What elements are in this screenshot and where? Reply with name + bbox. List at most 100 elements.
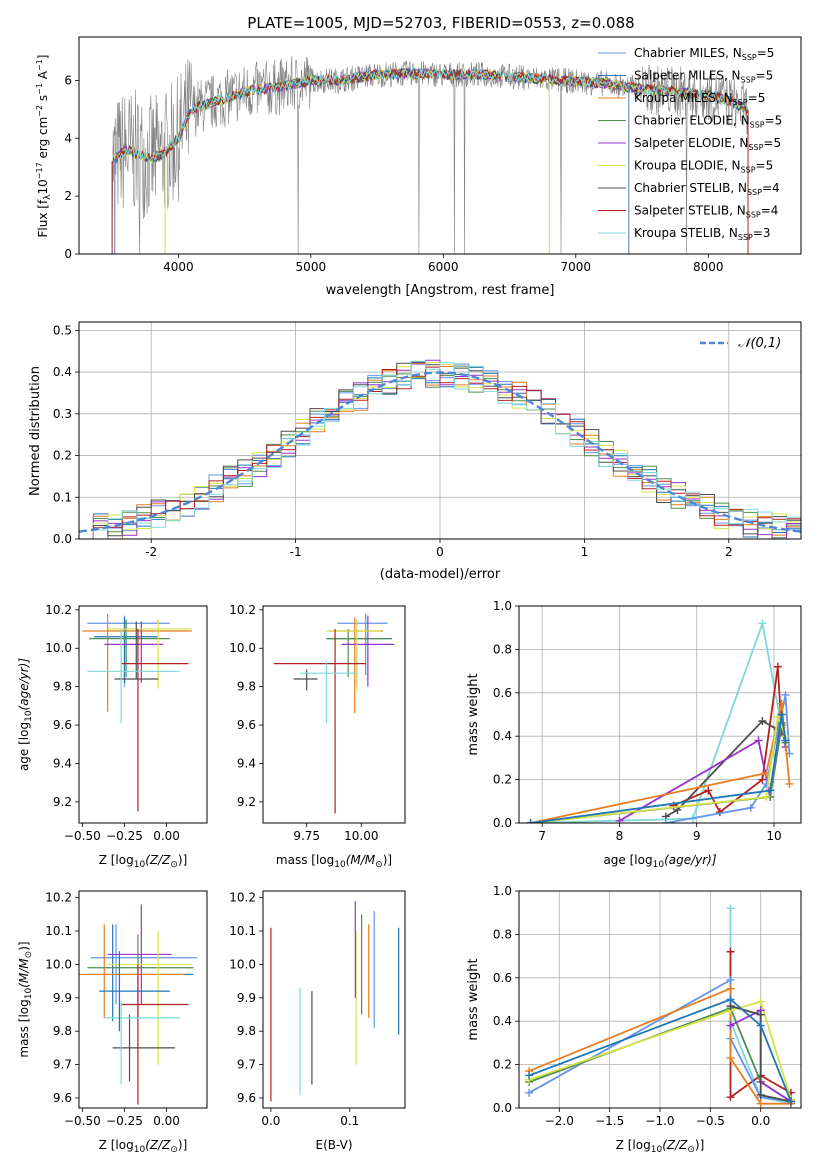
panel-spectrum: 4000 5000 6000 7000 8000 0 2 4 6 Chabrier MILES, … bbox=[35, 36, 802, 298]
weight-point-marker bbox=[726, 975, 735, 984]
y-tick-label: 10.1 bbox=[45, 924, 72, 938]
x-tick-label: −1.5 bbox=[595, 1114, 624, 1128]
x-label-end: )] bbox=[178, 1138, 187, 1152]
y-label-main: mass [log bbox=[17, 999, 31, 1057]
legend-sub: SSP bbox=[747, 188, 762, 197]
y-tick-label: 9.8 bbox=[237, 680, 256, 694]
y-tick-label: 9.6 bbox=[53, 718, 72, 732]
y-tick-label: 10.2 bbox=[45, 603, 72, 617]
weight-point-marker bbox=[726, 995, 735, 1004]
x-axis-label: wavelength [Angstrom, rest frame] bbox=[326, 283, 555, 298]
x-tick-label: -1 bbox=[290, 545, 302, 559]
weight-point-marker bbox=[661, 819, 670, 823]
legend-sub: SSP bbox=[750, 121, 765, 130]
panel-mass_vs_Z: −0.50 −0.25 0.00 9.6 9.7 9.8 9.9 10.0 10.1 10.2 Z … bbox=[17, 890, 208, 1155]
panel-age_vs_mass: 9.75 10.00 9.2 9.4 9.6 9.8 10.0 10.2 mass [log10… bbox=[229, 603, 406, 870]
plot-area bbox=[526, 619, 794, 823]
panel-mass_vs_ebv: 0.0 0.1 9.6 9.7 9.8 9.9 10.0 10.1 10.2 E(B-V) bbox=[229, 890, 406, 1152]
axes-frame bbox=[262, 890, 406, 1109]
legend-label: Salpeter ELODIE, N bbox=[634, 136, 748, 150]
x-label-sub: 10 bbox=[334, 860, 346, 870]
x-tick-label: 9.75 bbox=[293, 829, 320, 843]
ticks: −0.50 −0.25 0.00 9.6 9.7 9.8 9.9 10.0 10.1 10.2 bbox=[45, 891, 180, 1128]
weight-point-marker bbox=[704, 786, 713, 795]
gaussian-curve bbox=[79, 371, 801, 533]
y-tick-label: 0.6 bbox=[493, 686, 512, 700]
axes-frame bbox=[78, 321, 802, 540]
weight-point-marker bbox=[526, 819, 535, 823]
y-label-exp: −2 bbox=[35, 105, 44, 117]
axes-frame bbox=[78, 890, 208, 1109]
x-tick-label: 10 bbox=[766, 829, 781, 843]
y-tick-label: 0.8 bbox=[493, 927, 512, 941]
y-label-end: )] bbox=[17, 941, 31, 950]
legend-label: Salpeter MILES, N bbox=[634, 69, 741, 83]
y-label-exp: −1 bbox=[35, 83, 44, 95]
x-tick-label: −0.25 bbox=[106, 829, 143, 843]
legend-label: Kroupa MILES, N bbox=[634, 91, 733, 105]
x-tick-label: 7000 bbox=[561, 260, 592, 274]
histogram-step bbox=[79, 366, 801, 539]
y-tick-label: 9.6 bbox=[237, 1091, 256, 1105]
y-tick-label: 0.5 bbox=[53, 323, 72, 337]
y-label-end: ] bbox=[36, 55, 50, 60]
legend-n: =3 bbox=[753, 226, 771, 240]
weight-point-marker bbox=[756, 1021, 765, 1030]
legend-label: Chabrier MILES, N bbox=[634, 46, 742, 60]
legend-sub: SSP bbox=[748, 143, 763, 152]
x-tick-label: −0.5 bbox=[696, 1114, 725, 1128]
x-tick-label: −0.50 bbox=[64, 1114, 101, 1128]
y-tick-label: 6 bbox=[64, 73, 72, 87]
weight-series-line bbox=[530, 714, 787, 823]
y-tick-label: 10.2 bbox=[229, 603, 256, 617]
weight-point-marker bbox=[777, 710, 786, 719]
y-tick-label: 0.4 bbox=[493, 1014, 512, 1028]
x-tick-label: 9 bbox=[693, 829, 701, 843]
x-label-main: mass [log bbox=[276, 853, 334, 867]
weight-point-marker bbox=[615, 816, 624, 823]
weight-series-line bbox=[730, 1005, 792, 1103]
x-label-main: Z [log bbox=[99, 1138, 134, 1152]
y-tick-label: 0.0 bbox=[53, 532, 72, 546]
x-axis-label: Z [log10(Z/Z⊙)] bbox=[99, 853, 188, 870]
weight-series-line bbox=[530, 713, 787, 823]
y-tick-label: 9.9 bbox=[237, 991, 256, 1005]
legend-n: =5 bbox=[756, 69, 774, 83]
y-tick-label: 0.4 bbox=[493, 729, 512, 743]
axes-frame bbox=[78, 36, 802, 255]
x-tick-label: 0.00 bbox=[153, 829, 180, 843]
y-tick-label: 9.4 bbox=[53, 756, 72, 770]
y-axis-label: mass [log10(M/M⊙)] bbox=[17, 941, 34, 1057]
y-label-sub: λ bbox=[43, 194, 53, 200]
weight-point-marker bbox=[756, 1090, 765, 1099]
weight-series-line bbox=[528, 998, 792, 1102]
legend-entry: Chabrier STELIB, NSSP=4 bbox=[634, 181, 780, 197]
x-label-rest: (Z/Z bbox=[662, 1138, 688, 1152]
weight-point-marker bbox=[781, 690, 790, 699]
y-label-rest: (age/yr)] bbox=[17, 658, 31, 711]
weight-point-marker bbox=[762, 792, 771, 801]
plot-area bbox=[82, 613, 192, 812]
x-axis-label: Z [log10(Z/Z⊙)] bbox=[99, 1138, 188, 1155]
weight-point-marker bbox=[773, 662, 782, 671]
weight-series-line bbox=[665, 719, 779, 818]
x-label-end: )] bbox=[178, 853, 187, 867]
x-tick-label: 0 bbox=[436, 545, 444, 559]
y-tick-label: 0.2 bbox=[493, 773, 512, 787]
legend-label: Kroupa STELIB, N bbox=[634, 226, 738, 240]
y-label-rest: 10 bbox=[36, 179, 50, 194]
axes-frame bbox=[262, 605, 406, 824]
legend-entry: Salpeter STELIB, NSSP=4 bbox=[634, 204, 778, 220]
x-axis-label: mass [log10(M/M⊙)] bbox=[276, 853, 392, 870]
x-tick-label: −0.25 bbox=[106, 1114, 143, 1128]
legend-n: =5 bbox=[763, 136, 781, 150]
x-label-sub: 10 bbox=[653, 860, 665, 870]
x-tick-label: 4000 bbox=[163, 260, 194, 274]
legend-entry: Chabrier MILES, NSSP=5 bbox=[634, 46, 774, 62]
weight-point-marker bbox=[525, 1071, 534, 1080]
y-tick-label: 9.4 bbox=[237, 756, 256, 770]
y-axis-label: age [log10(age/yr)] bbox=[17, 658, 34, 771]
y-tick-label: 1.0 bbox=[493, 884, 512, 898]
